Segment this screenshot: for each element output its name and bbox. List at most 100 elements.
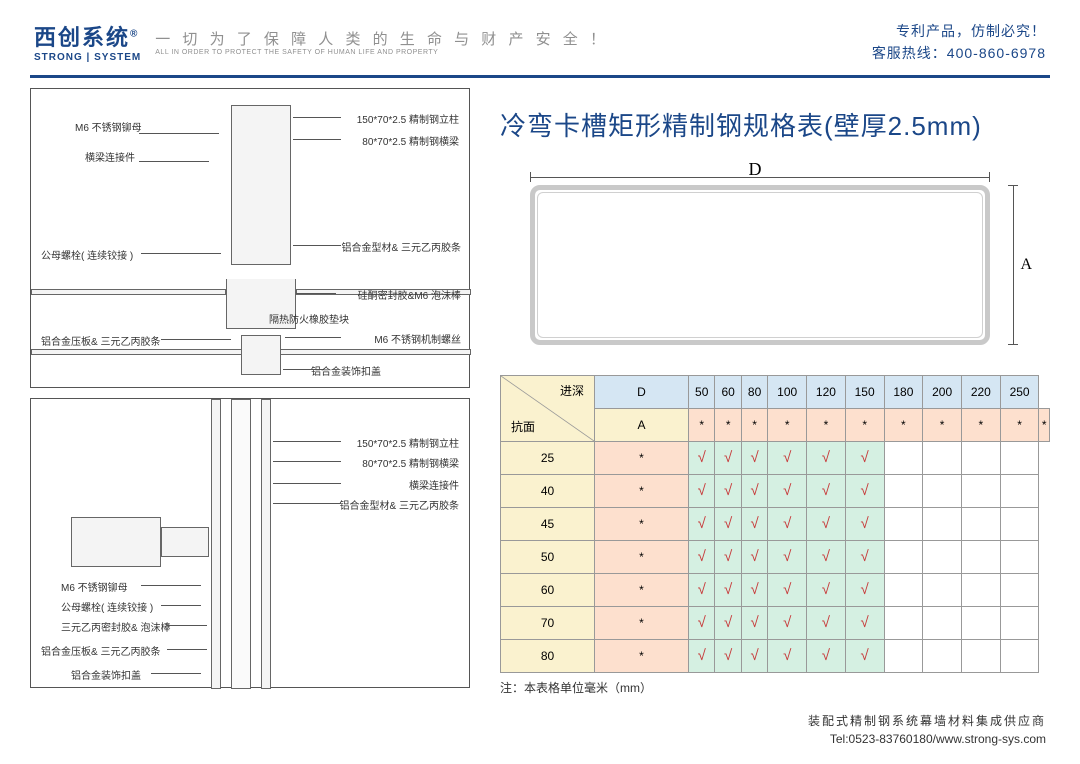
row-head: A xyxy=(595,408,689,441)
spec-table: 进深 抗面 D 50 60 80 100 120 150 180 200 220… xyxy=(500,375,1050,673)
table-cell: √ xyxy=(807,474,846,507)
logo-block: 西创系统® STRONG | SYSTEM 一 切 为 了 保 障 人 类 的 … xyxy=(34,20,609,63)
row-head: 70 xyxy=(501,606,595,639)
table-cell xyxy=(961,606,1000,639)
patent-text: 专利产品，仿制必究！ xyxy=(872,20,1046,42)
row-head: 50 xyxy=(501,540,595,573)
col-head: 120 xyxy=(807,375,846,408)
table-cell xyxy=(1000,507,1039,540)
col-head: 200 xyxy=(923,375,962,408)
table-cell xyxy=(923,474,962,507)
table-cell: * xyxy=(595,540,689,573)
table-cell: √ xyxy=(715,474,741,507)
table-cell: √ xyxy=(768,474,807,507)
table-note: 注：本表格单位毫米（mm） xyxy=(500,679,1050,696)
table-cell: * xyxy=(595,606,689,639)
schematic-bottom: 150*70*2.5 精制钢立柱 80*70*2.5 精制钢横梁 横梁连接件 铝… xyxy=(30,398,470,688)
footer-line2: Tel:0523-83760180/www.strong-sys.com xyxy=(808,730,1046,748)
table-cell: * xyxy=(595,441,689,474)
table-cell xyxy=(884,639,923,672)
logo-cn: 西创系统® xyxy=(34,20,141,52)
table-cell: √ xyxy=(741,540,767,573)
table-cell xyxy=(884,474,923,507)
table-cell xyxy=(923,540,962,573)
table-cell: √ xyxy=(689,606,715,639)
table-cell: √ xyxy=(845,540,884,573)
hotline-text: 客服热线：400-860-6978 xyxy=(872,42,1046,64)
table-cell: √ xyxy=(689,441,715,474)
table-cell xyxy=(1000,606,1039,639)
table-cell: √ xyxy=(845,507,884,540)
table-cell: * xyxy=(768,408,807,441)
table-cell: √ xyxy=(807,639,846,672)
row-head: 80 xyxy=(501,639,595,672)
row-head: 25 xyxy=(501,441,595,474)
table-cell xyxy=(961,507,1000,540)
footer-line1: 装配式精制钢系统幕墙材料集成供应商 xyxy=(808,712,1046,730)
table-cell: √ xyxy=(807,573,846,606)
table-cell: √ xyxy=(768,540,807,573)
table-cell: * xyxy=(689,408,715,441)
col-head: 220 xyxy=(961,375,1000,408)
dimension-diagram: D A xyxy=(510,155,1040,355)
table-cell: √ xyxy=(715,606,741,639)
table-cell xyxy=(1000,540,1039,573)
table-cell: * xyxy=(715,408,741,441)
table-cell xyxy=(884,441,923,474)
corner-cell: 进深 抗面 xyxy=(501,375,595,441)
table-cell: √ xyxy=(807,540,846,573)
table-cell xyxy=(961,573,1000,606)
table-cell: * xyxy=(961,408,1000,441)
table-cell: * xyxy=(741,408,767,441)
table-cell: * xyxy=(595,573,689,606)
col-head: 80 xyxy=(741,375,767,408)
table-cell: * xyxy=(1000,408,1039,441)
table-cell xyxy=(1000,573,1039,606)
col-head: 50 xyxy=(689,375,715,408)
table-cell: √ xyxy=(741,507,767,540)
table-cell xyxy=(961,441,1000,474)
table-cell: * xyxy=(595,639,689,672)
table-cell: √ xyxy=(845,573,884,606)
table-cell: * xyxy=(923,408,962,441)
table-cell: √ xyxy=(715,507,741,540)
row-head: 45 xyxy=(501,507,595,540)
table-cell: √ xyxy=(768,639,807,672)
table-cell: √ xyxy=(741,441,767,474)
col-head: 250 xyxy=(1000,375,1039,408)
table-cell: √ xyxy=(807,441,846,474)
table-cell: * xyxy=(595,474,689,507)
col-head: 100 xyxy=(768,375,807,408)
table-cell xyxy=(923,606,962,639)
col-head: 60 xyxy=(715,375,741,408)
table-cell: √ xyxy=(768,606,807,639)
table-cell: √ xyxy=(689,507,715,540)
table-cell: √ xyxy=(741,573,767,606)
table-cell: √ xyxy=(741,474,767,507)
table-cell: √ xyxy=(845,474,884,507)
table-cell: √ xyxy=(689,573,715,606)
table-cell xyxy=(923,441,962,474)
table-cell: √ xyxy=(768,441,807,474)
table-cell: √ xyxy=(741,639,767,672)
spec-title: 冷弯卡槽矩形精制钢规格表(壁厚2.5mm) xyxy=(500,106,1050,143)
slogan: 一 切 为 了 保 障 人 类 的 生 命 与 财 产 安 全 ！ ALL IN… xyxy=(155,28,609,56)
table-cell xyxy=(884,606,923,639)
dim-label-a: A xyxy=(1020,185,1032,345)
table-cell xyxy=(1000,474,1039,507)
table-cell: √ xyxy=(715,573,741,606)
table-cell: * xyxy=(595,507,689,540)
table-cell xyxy=(1000,441,1039,474)
table-cell xyxy=(961,639,1000,672)
col-head: 150 xyxy=(845,375,884,408)
footer: 装配式精制钢系统幕墙材料集成供应商 Tel:0523-83760180/www.… xyxy=(808,712,1046,748)
table-cell: √ xyxy=(845,639,884,672)
table-cell: √ xyxy=(715,639,741,672)
table-cell: √ xyxy=(689,474,715,507)
table-cell: * xyxy=(845,408,884,441)
table-cell xyxy=(961,474,1000,507)
col-head-d: D xyxy=(595,375,689,408)
table-cell: √ xyxy=(689,540,715,573)
table-cell xyxy=(1000,639,1039,672)
table-cell: √ xyxy=(768,507,807,540)
